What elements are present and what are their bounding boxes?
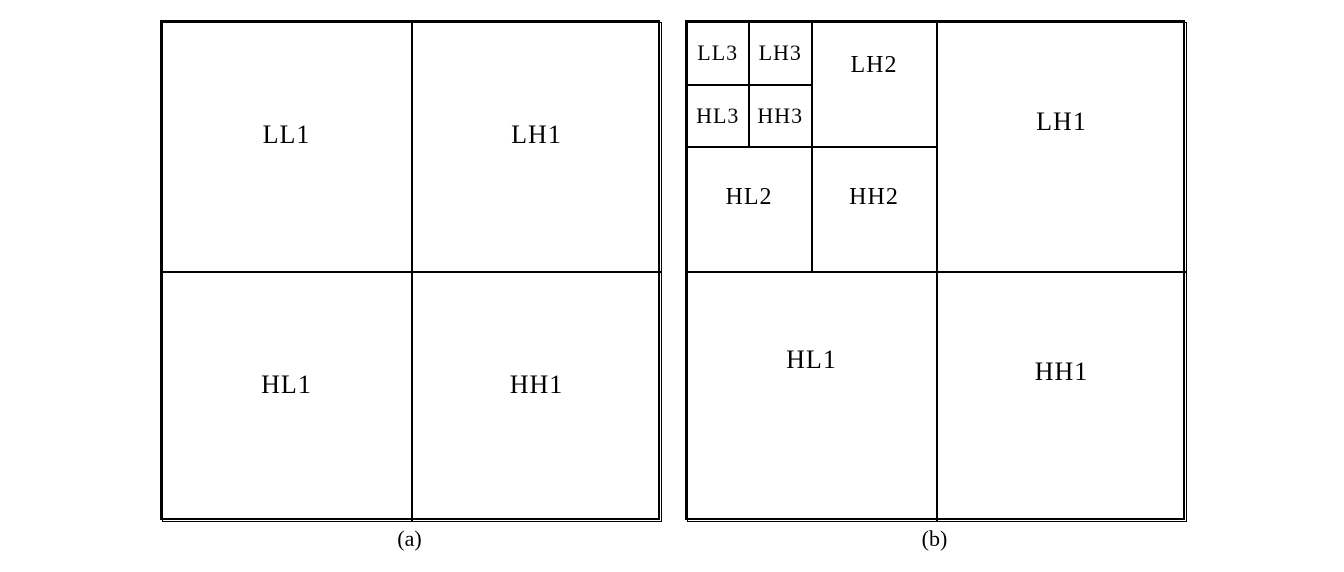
cell-label-hl1: HL1 (261, 370, 312, 400)
cell-label-hh3: HH3 (757, 103, 803, 129)
cell-hl3: HL3 (687, 85, 750, 148)
cell-hl2: HL2 (687, 147, 812, 272)
panel-b-caption: (b) (922, 526, 948, 552)
cell-lh2: LH2 (812, 22, 937, 147)
cell-label-hh1: HH1 (1035, 357, 1089, 387)
cell-label-lh1: LH1 (511, 120, 562, 150)
cell-hh2: HH2 (812, 147, 937, 272)
panel-a: LL1 LH1 HL1 HH1 (a) (160, 20, 660, 552)
cell-hh1: HH1 (412, 272, 662, 522)
cell-ll3: LL3 (687, 22, 750, 85)
cell-lh3: LH3 (749, 22, 812, 85)
cell-label-hl2: HL2 (726, 184, 773, 211)
cell-label-ll1: LL1 (263, 120, 311, 150)
cell-label-lh3: LH3 (759, 40, 802, 66)
cell-hh3: HH3 (749, 85, 812, 148)
cell-label-hl1: HL1 (786, 345, 837, 375)
cell-hl1: HL1 (687, 272, 937, 522)
cell-label-lh1: LH1 (1036, 107, 1087, 137)
panel-a-box: LL1 LH1 HL1 HH1 (160, 20, 660, 520)
cell-ll1: LL1 (162, 22, 412, 272)
panel-b: LL3 LH3 HL3 HH3 LH2 HL2 HH2 LH1 HL1 HH1 (b) (685, 20, 1185, 552)
cell-label-hh2: HH2 (849, 184, 899, 211)
panel-b-box: LL3 LH3 HL3 HH3 LH2 HL2 HH2 LH1 HL1 HH1 (685, 20, 1185, 520)
cell-label-hh1: HH1 (510, 370, 564, 400)
cell-lh1: LH1 (412, 22, 662, 272)
cell-label-lh2: LH2 (851, 52, 898, 79)
cell-lh1: LH1 (937, 22, 1187, 272)
cell-hl1: HL1 (162, 272, 412, 522)
cell-hh1: HH1 (937, 272, 1187, 522)
cell-label-ll3: LL3 (697, 40, 738, 66)
diagram-container: LL1 LH1 HL1 HH1 (a) LL3 LH3 HL3 HH3 LH2 HL2 HH2 LH… (20, 20, 1324, 552)
cell-label-hl3: HL3 (696, 103, 739, 129)
panel-a-caption: (a) (397, 526, 421, 552)
